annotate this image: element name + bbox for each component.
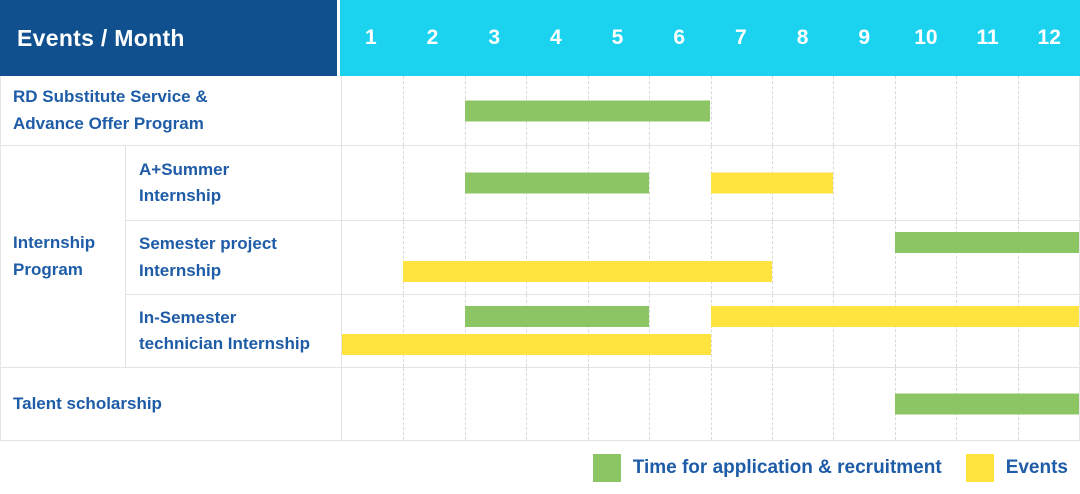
month-gridline bbox=[464, 295, 466, 367]
yellow-swatch-icon bbox=[965, 453, 994, 482]
month-header-8: 8 bbox=[796, 26, 809, 49]
gantt-bar-application bbox=[464, 306, 650, 327]
month-gridline bbox=[526, 295, 528, 367]
row-label-talent-scholarship: Talent scholarship bbox=[1, 368, 341, 441]
month-header-6: 6 bbox=[673, 26, 686, 49]
month-gridline bbox=[649, 295, 651, 367]
month-gridline bbox=[526, 368, 528, 440]
month-gridline bbox=[526, 221, 528, 294]
month-gridline bbox=[833, 221, 835, 294]
month-gridline bbox=[710, 76, 712, 145]
month-gridline bbox=[403, 76, 405, 145]
gantt-track-rd-substitute bbox=[341, 76, 1079, 146]
month-gridline bbox=[464, 221, 466, 294]
month-header-7: 7 bbox=[735, 26, 747, 49]
month-gridline bbox=[649, 221, 651, 294]
legend-label: Time for application & recruitment bbox=[632, 456, 942, 478]
month-gridline bbox=[587, 295, 589, 367]
group-label-internship-program: Internship Program bbox=[1, 146, 125, 368]
gantt-bar-application bbox=[894, 393, 1079, 415]
month-gridline bbox=[649, 146, 651, 220]
month-gridline bbox=[710, 368, 712, 440]
month-gridline bbox=[956, 146, 958, 220]
legend-item-events: Events bbox=[965, 453, 1068, 482]
group-label-text: Internship Program bbox=[13, 233, 96, 279]
month-gridline bbox=[833, 295, 835, 367]
month-gridline bbox=[403, 221, 405, 294]
month-header-4: 4 bbox=[550, 26, 562, 49]
green-swatch-icon bbox=[592, 453, 621, 482]
month-header-strip: 1 2 3 4 5 6 7 8 9 10 11 12 bbox=[340, 0, 1080, 76]
legend-item-application: Time for application & recruitment bbox=[592, 453, 942, 482]
chart-legend: Time for application & recruitment Event… bbox=[0, 441, 1080, 494]
month-header-12: 12 bbox=[1037, 26, 1061, 49]
gantt-track-a-summer-internship bbox=[341, 146, 1079, 221]
month-gridline bbox=[833, 146, 835, 220]
gantt-track-semester-project-internship bbox=[341, 221, 1079, 295]
gantt-bar-application bbox=[464, 172, 650, 194]
month-gridline bbox=[771, 76, 773, 145]
month-gridline bbox=[833, 368, 835, 440]
gantt-track-in-semester-technician-internship bbox=[341, 295, 1079, 368]
events-month-title: Events / Month bbox=[17, 24, 185, 51]
month-gridline bbox=[894, 295, 896, 367]
month-gridline bbox=[894, 146, 896, 220]
row-label-text: A+Summer Internship bbox=[139, 159, 230, 205]
row-label-in-semester-technician-internship: In-Semester technician Internship bbox=[125, 295, 341, 368]
month-gridline bbox=[833, 76, 835, 145]
gantt-bar-application bbox=[894, 232, 1079, 253]
month-gridline bbox=[1017, 76, 1019, 145]
month-gridline bbox=[587, 368, 589, 440]
month-gridline bbox=[403, 146, 405, 220]
gantt-bar-application bbox=[464, 100, 711, 121]
month-gridline bbox=[649, 368, 651, 440]
month-gridline bbox=[894, 221, 896, 294]
month-gridline bbox=[771, 368, 773, 440]
month-header-3: 3 bbox=[488, 26, 501, 49]
legend-label: Events bbox=[1005, 456, 1068, 478]
gantt-bar-event bbox=[710, 306, 1079, 327]
row-label-semester-project-internship: Semester project Internship bbox=[125, 221, 341, 295]
gantt-bar-event bbox=[403, 261, 772, 282]
row-label-text: RD Substitute Service & Advance Offer Pr… bbox=[13, 87, 208, 133]
month-gridline bbox=[1017, 146, 1019, 220]
month-header-11: 11 bbox=[976, 26, 999, 49]
month-header-2: 2 bbox=[426, 26, 439, 49]
month-header-5: 5 bbox=[611, 26, 624, 49]
month-gridline bbox=[710, 295, 712, 367]
month-gridline bbox=[771, 221, 773, 294]
row-label-text: Talent scholarship bbox=[13, 393, 162, 413]
month-header-10: 10 bbox=[914, 26, 938, 49]
table-body: RD Substitute Service & Advance Offer Pr… bbox=[0, 76, 1080, 441]
gantt-track-talent-scholarship bbox=[341, 368, 1079, 441]
month-gridline bbox=[1017, 295, 1019, 367]
row-label-text: In-Semester technician Internship bbox=[139, 307, 310, 353]
month-gridline bbox=[956, 295, 958, 367]
month-gridline bbox=[587, 221, 589, 294]
month-gridline bbox=[894, 76, 896, 145]
month-gridline bbox=[1017, 221, 1019, 294]
month-gridline bbox=[403, 295, 405, 367]
month-gridline bbox=[956, 76, 958, 145]
month-gridline bbox=[403, 368, 405, 440]
month-gridline bbox=[710, 221, 712, 294]
month-gridline bbox=[956, 221, 958, 294]
row-label-a-summer-internship: A+Summer Internship bbox=[125, 146, 341, 221]
month-header-9: 9 bbox=[858, 26, 871, 49]
month-header-1: 1 bbox=[364, 26, 377, 49]
gantt-bar-event bbox=[710, 172, 834, 194]
events-month-header-cell: Events / Month bbox=[0, 0, 340, 76]
month-gridline bbox=[771, 295, 773, 367]
row-label-rd-substitute: RD Substitute Service & Advance Offer Pr… bbox=[1, 76, 341, 146]
row-label-text: Semester project Internship bbox=[139, 234, 277, 280]
table-header-row: Events / Month 1 2 3 4 5 6 7 8 9 10 11 1… bbox=[0, 0, 1080, 76]
gantt-bar-event bbox=[342, 334, 711, 355]
month-gridline bbox=[464, 368, 466, 440]
